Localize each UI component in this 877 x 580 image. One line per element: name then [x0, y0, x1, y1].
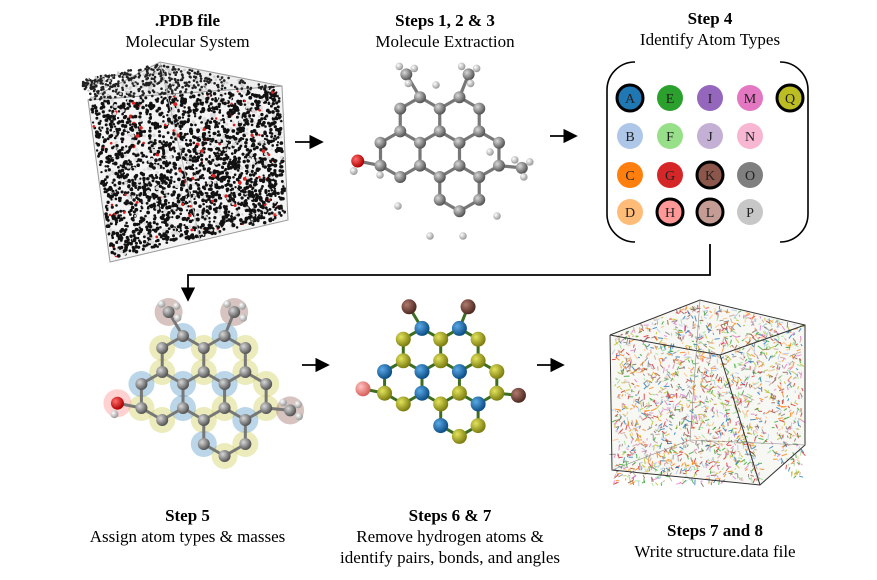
atom-type-c: C [617, 162, 643, 188]
atom-type-label: M [744, 92, 757, 107]
step-title: Steps 7 and 8 [667, 521, 763, 540]
atom-type-b: B [617, 123, 643, 149]
step-label-assign: Step 5 Assign atom types & masses [60, 505, 315, 547]
atom-type-q: Q [775, 83, 805, 113]
atom-type-label: K [705, 169, 715, 184]
atom-type-e: E [657, 85, 683, 111]
atom-type-k: K [695, 160, 725, 190]
atom-type-label: B [625, 130, 634, 145]
step-title: .PDB file [154, 11, 221, 30]
atom-type-d: D [617, 199, 643, 225]
step-title: Step 4 [687, 9, 733, 28]
step-label-write: Steps 7 and 8 Write structure.data file [595, 520, 835, 562]
atom-type-h: H [655, 197, 685, 227]
step-subtitle: Assign atom types & masses [89, 527, 286, 546]
atom-type-f: F [657, 123, 683, 149]
molecular-system-cube [81, 61, 289, 263]
atom-type-label: N [745, 130, 755, 145]
step-subtitle: Write structure.data file [634, 542, 796, 561]
atom-type-m: M [737, 85, 763, 111]
step-label-pdb: .PDB file Molecular System [70, 10, 305, 52]
atom-type-i: I [697, 85, 723, 111]
atom-type-g: G [657, 162, 683, 188]
atom-type-label: G [665, 169, 675, 184]
step-subtitle: Molecule Extraction [375, 32, 515, 51]
typed-molecule [103, 298, 305, 469]
step-label-atom-types: Step 4 Identify Atom Types [595, 8, 825, 50]
heavy-atom-skeleton [355, 299, 526, 444]
atom-type-label: H [665, 206, 675, 221]
step-subtitle: Molecular System [125, 32, 250, 51]
arrow-connector [180, 244, 711, 302]
atom-type-label: I [708, 92, 713, 107]
step-title: Steps 1, 2 & 3 [395, 11, 495, 30]
step-subtitle: Remove hydrogen atoms & [356, 527, 544, 546]
atom-type-label: C [625, 169, 634, 184]
step-title: Step 5 [165, 506, 210, 525]
atom-type-label: A [625, 92, 636, 107]
atom-type-label: O [745, 169, 755, 184]
step-subtitle: Identify Atom Types [639, 30, 781, 49]
atom-type-label: P [746, 206, 754, 221]
step-label-extraction: Steps 1, 2 & 3 Molecule Extraction [325, 10, 565, 52]
atom-type-label: L [706, 206, 715, 221]
atom-type-a: A [615, 83, 645, 113]
atom-type-legend: A E I M Q B F J N C G K O D H L P [606, 61, 809, 243]
atom-type-label: J [707, 130, 713, 145]
atom-type-label: E [666, 92, 675, 107]
structure-data-cube [609, 299, 806, 488]
step-label-remove-h: Steps 6 & 7 Remove hydrogen atoms & iden… [315, 505, 585, 568]
atom-type-j: J [697, 123, 723, 149]
extracted-molecule [349, 62, 534, 240]
step-subtitle-2: identify pairs, bonds, and angles [339, 548, 560, 567]
atom-type-p: P [737, 199, 763, 225]
atom-type-label: D [625, 206, 635, 221]
atom-type-n: N [737, 123, 763, 149]
atom-type-o: O [737, 162, 763, 188]
step-title: Steps 6 & 7 [408, 506, 492, 525]
atom-type-label: F [666, 130, 674, 145]
atom-type-l: L [695, 197, 725, 227]
atom-type-label: Q [785, 92, 795, 107]
